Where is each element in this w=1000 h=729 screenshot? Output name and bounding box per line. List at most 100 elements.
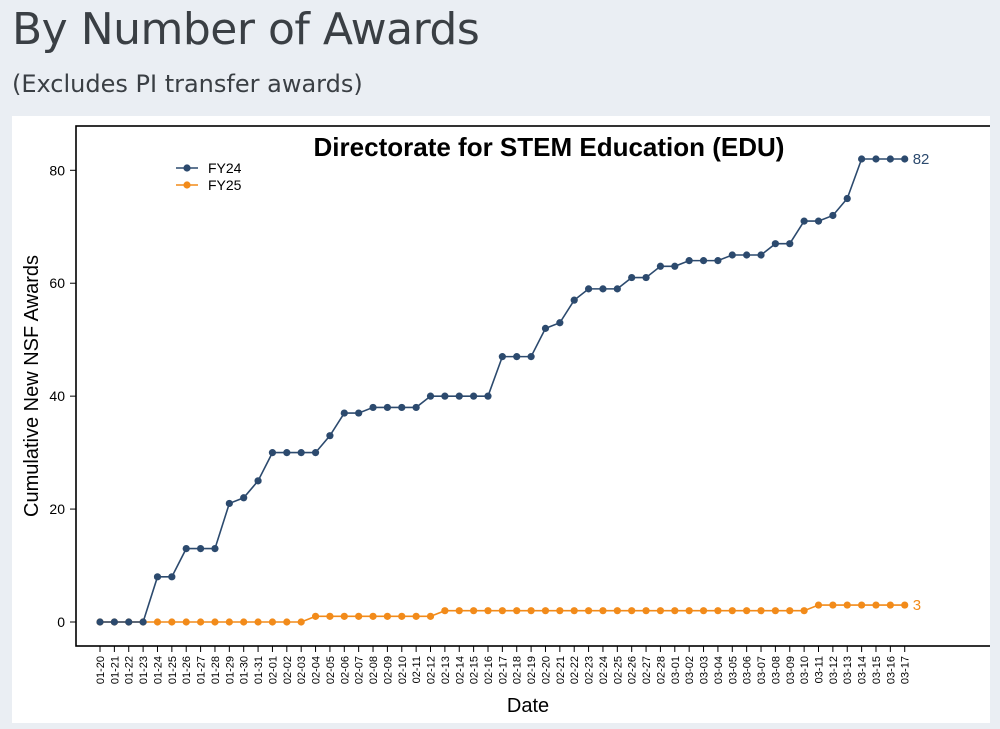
x-tick-label: 01-26 (181, 656, 193, 684)
x-tick-label: 02-13 (440, 656, 452, 684)
x-axis: 01-20 01-21 01-22 01-23 01-24 01-25 01-26 01-27… (95, 646, 912, 684)
data-point (383, 403, 391, 412)
y-axis: 0 20 40 60 80 (49, 162, 76, 630)
x-tick-label: 02-23 (584, 656, 596, 684)
data-point (326, 432, 334, 440)
data-point (455, 607, 463, 615)
data-point (656, 607, 665, 615)
data-point (613, 285, 621, 293)
x-tick-label: 01-23 (138, 656, 150, 684)
data-point (225, 618, 233, 626)
data-point (369, 612, 377, 620)
data-point (613, 607, 621, 615)
x-tick-label: 01-28 (210, 656, 222, 684)
x-tick-label: 02-08 (368, 656, 380, 684)
x-tick-label: 02-17 (497, 656, 509, 684)
data-point (541, 607, 550, 615)
x-tick-label: 02-09 (382, 656, 394, 684)
data-point (513, 353, 521, 361)
data-point (858, 155, 866, 163)
data-point (814, 217, 823, 225)
x-tick-label: 02-11 (411, 656, 423, 683)
legend-item: FY25 (176, 177, 242, 193)
x-tick-label: 02-14 (454, 656, 466, 684)
x-tick-label: 02-07 (354, 656, 366, 684)
line-chart: Directorate for STEM Education (EDU) Cum… (21, 125, 990, 717)
data-point (268, 449, 277, 457)
data-point (556, 319, 564, 327)
data-point (584, 607, 593, 615)
data-point (671, 607, 679, 615)
legend-label: FY25 (208, 177, 242, 193)
series-line (100, 158, 905, 623)
y-axis-label: Cumulative New NSF Awards (21, 255, 43, 517)
x-tick-label: 03-08 (770, 656, 782, 684)
chart-title: Directorate for STEM Education (EDU) (314, 132, 785, 162)
data-point (441, 607, 449, 615)
x-tick-label: 02-28 (655, 656, 667, 684)
legend-label: FY24 (208, 160, 242, 176)
series-fy24: 82 (96, 151, 929, 626)
data-point (153, 618, 162, 626)
data-point (196, 544, 205, 553)
data-point (211, 618, 219, 626)
x-tick-label: 02-16 (483, 656, 495, 684)
data-point (757, 251, 765, 259)
x-tick-label: 03-03 (699, 656, 711, 684)
data-point (642, 607, 650, 615)
x-tick-label: 03-06 (742, 656, 754, 684)
data-point (556, 607, 564, 615)
data-point (297, 449, 305, 457)
data-point (311, 449, 320, 457)
data-point (685, 257, 693, 265)
data-point (599, 607, 607, 615)
data-point (527, 607, 535, 615)
data-point (714, 607, 722, 615)
data-point (786, 607, 794, 615)
data-point (369, 403, 377, 412)
data-point (570, 607, 578, 615)
data-point (628, 607, 636, 615)
data-point (254, 477, 262, 485)
data-point (699, 257, 708, 265)
data-point (642, 273, 650, 282)
plot-frame (75, 125, 990, 647)
data-point (858, 601, 866, 609)
data-point (441, 392, 449, 400)
data-point (225, 499, 233, 508)
data-point (743, 607, 751, 615)
data-point (182, 618, 190, 626)
x-tick-label: 03-02 (684, 656, 696, 684)
data-point (584, 285, 593, 293)
x-tick-label: 02-25 (612, 656, 624, 684)
data-point (340, 409, 348, 417)
data-point (771, 607, 779, 615)
data-point (326, 612, 334, 620)
x-tick-label: 02-24 (598, 656, 610, 684)
data-point (771, 240, 779, 248)
x-tick-label: 01-30 (239, 656, 251, 684)
data-point (527, 353, 535, 361)
data-point (671, 262, 679, 270)
data-point (340, 612, 348, 620)
x-tick-label: 01-24 (152, 656, 164, 684)
x-tick-label: 03-10 (799, 656, 811, 684)
data-point (484, 607, 492, 615)
data-point (872, 601, 880, 609)
x-tick-label: 02-10 (397, 656, 409, 684)
data-point (814, 601, 823, 609)
data-point (383, 612, 391, 620)
data-point (728, 607, 736, 615)
data-point (728, 251, 736, 259)
data-point (656, 262, 665, 270)
data-point (786, 240, 794, 248)
x-tick-label: 02-05 (325, 656, 337, 684)
series-end-label: 3 (913, 597, 921, 614)
data-point (470, 607, 478, 615)
data-point (843, 601, 851, 609)
page-title: By Number of Awards (12, 4, 480, 55)
x-tick-label: 02-19 (526, 656, 538, 684)
x-tick-label: 02-26 (627, 656, 639, 684)
data-point (829, 211, 837, 220)
x-tick-label: 01-27 (196, 656, 208, 684)
